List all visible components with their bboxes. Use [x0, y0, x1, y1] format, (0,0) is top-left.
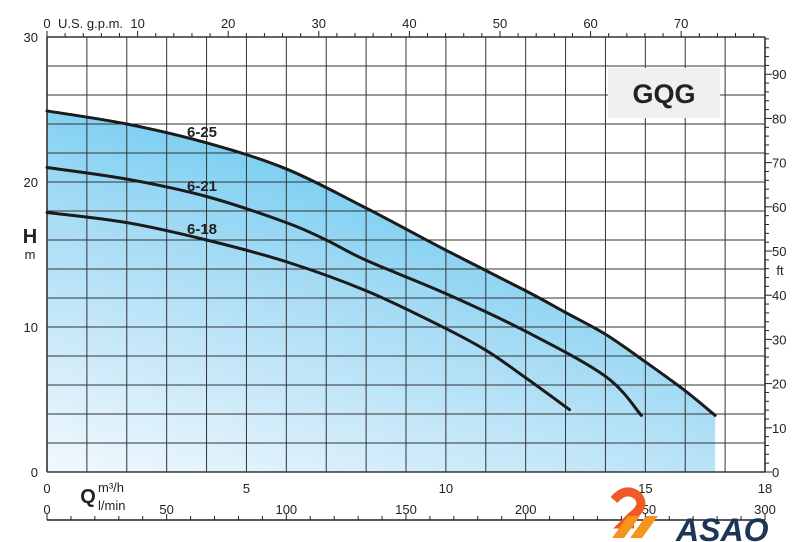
ft-tick-label: 30: [772, 332, 786, 347]
lmin-tick-label: 50: [159, 502, 173, 517]
lmin-tick-label: 300: [754, 502, 776, 517]
ft-tick-label: 60: [772, 200, 786, 215]
x-tick-label: 5: [243, 481, 250, 496]
ft-tick-label: 90: [772, 67, 786, 82]
gpm-tick-label: 70: [674, 16, 688, 31]
curve-6-18: [45, 210, 572, 412]
x-axis-label: Q: [80, 486, 96, 508]
x-tick-label: 10: [439, 481, 453, 496]
curve-label-6-21: 6-21: [187, 178, 217, 195]
y-tick-label: 20: [24, 175, 38, 190]
logo-text: ASAO: [675, 512, 769, 542]
lmin-tick-label: 100: [275, 502, 297, 517]
lmin-tick-label: 0: [43, 502, 50, 517]
y-axis-unit: m: [25, 247, 36, 262]
curve-label-6-25: 6-25: [187, 124, 217, 141]
lmin-tick-label: 200: [515, 502, 537, 517]
gpm-tick-label: 60: [583, 16, 597, 31]
gpm-tick-label: 50: [493, 16, 507, 31]
gpm-tick-label: 20: [221, 16, 235, 31]
curve-6-25: [45, 109, 717, 417]
ft-tick-label: 80: [772, 111, 786, 126]
curve-6-21: [45, 166, 643, 417]
top-axis-label: U.S. g.p.m.: [58, 16, 123, 31]
gpm-tick-label: 10: [130, 16, 144, 31]
title-box: GQG: [608, 68, 720, 118]
gpm-tick-label: 0: [43, 16, 50, 31]
x-axis-unit: m³/h: [98, 480, 124, 495]
x-axis-secondary-unit: l/min: [98, 498, 125, 513]
ft-tick-label: 20: [772, 377, 786, 392]
y-tick-label: 30: [24, 30, 38, 45]
gpm-tick-label: 40: [402, 16, 416, 31]
y-tick-label: 10: [24, 320, 38, 335]
ft-tick-label: 10: [772, 421, 786, 436]
ft-tick-label: 0: [772, 465, 779, 480]
ft-tick-label: 70: [772, 156, 786, 171]
gpm-tick-label: 30: [312, 16, 326, 31]
x-tick-label: 0: [43, 481, 50, 496]
y-axis-secondary-unit: ft: [776, 263, 784, 278]
y-axis-label: H: [23, 226, 37, 248]
ft-tick-label: 40: [772, 288, 786, 303]
curve-label-6-18: 6-18: [187, 221, 217, 238]
chart-title: GQG: [632, 79, 695, 109]
ft-tick-label: 50: [772, 244, 786, 259]
x-tick-label: 18: [758, 481, 772, 496]
y-tick-label: 0: [31, 465, 38, 480]
lmin-tick-label: 150: [395, 502, 417, 517]
operating-area-fill: [47, 110, 716, 472]
asao-logo: ASAO: [610, 487, 769, 542]
x-tick-label: 15: [638, 481, 652, 496]
